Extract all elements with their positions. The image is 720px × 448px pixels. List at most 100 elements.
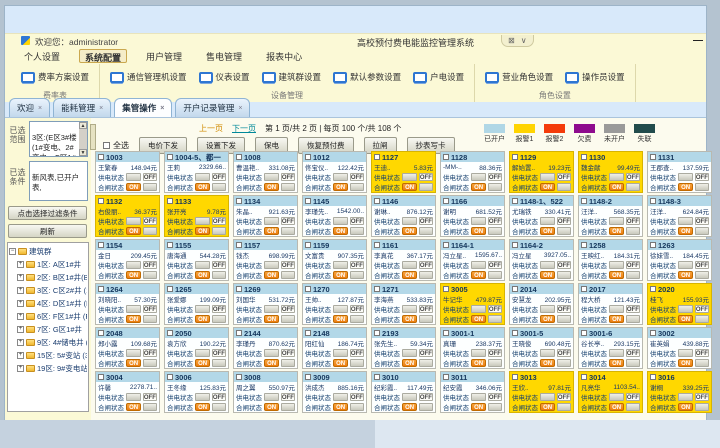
close-icon[interactable]: × — [238, 104, 243, 112]
card-checkbox[interactable] — [236, 242, 242, 248]
ribbon-button[interactable]: 默认参数设置 — [333, 71, 401, 83]
expand-expander-icon[interactable]: + — [17, 287, 24, 294]
select-all-checkbox[interactable] — [103, 142, 110, 149]
meter-card[interactable]: 3001-5 王晓俊 690.48元 供电状态 OFF 合闸状态 ON — [509, 327, 574, 369]
supply-on-slot[interactable] — [471, 173, 486, 181]
card-checkbox[interactable] — [305, 242, 311, 248]
meter-card[interactable]: 1161 李真花 367.17元 供电状态 OFF 合闸状态 ON — [371, 239, 436, 281]
close-on-badge[interactable]: ON — [126, 315, 141, 323]
supply-on-slot[interactable] — [540, 305, 555, 313]
meter-card[interactable]: 1258 王映红.. 184.31元 供电状态 OFF 合闸状态 ON — [578, 239, 643, 281]
card-checkbox[interactable] — [512, 374, 518, 380]
meter-card[interactable]: 1146 谢琳.. 876.12元 供电状态 OFF 合闸状态 ON — [371, 195, 436, 237]
supply-off-badge[interactable]: OFF — [625, 261, 640, 269]
close-off-slot[interactable] — [280, 227, 295, 235]
close-on-badge[interactable]: ON — [195, 403, 210, 411]
close-off-slot[interactable] — [211, 359, 226, 367]
supply-off-badge[interactable]: OFF — [142, 305, 157, 313]
supply-off-badge[interactable]: OFF — [694, 261, 709, 269]
supply-off-badge[interactable]: OFF — [694, 173, 709, 181]
supply-on-slot[interactable] — [540, 349, 555, 357]
supply-on-slot[interactable] — [609, 349, 624, 357]
close-off-slot[interactable] — [211, 271, 226, 279]
supply-on-slot[interactable] — [333, 305, 348, 313]
close-on-badge[interactable]: ON — [264, 271, 279, 279]
supply-on-slot[interactable] — [264, 349, 279, 357]
supply-on-slot[interactable] — [126, 261, 141, 269]
close-off-slot[interactable] — [694, 403, 709, 411]
tree-node[interactable]: +7区: G区1#井 — [9, 323, 87, 336]
close-on-badge[interactable]: ON — [264, 183, 279, 191]
supply-on-slot[interactable] — [126, 349, 141, 357]
meter-card[interactable]: 3002 崔英娟 439.88元 供电状态 OFF 合闸状态 ON — [647, 327, 712, 369]
expand-expander-icon[interactable]: + — [17, 261, 24, 268]
supply-on-slot[interactable] — [678, 349, 693, 357]
supply-off-badge[interactable]: OFF — [211, 261, 226, 269]
close-on-badge[interactable]: ON — [333, 183, 348, 191]
ribbon-button[interactable]: 营业角色设置 — [485, 71, 553, 83]
tree-node[interactable]: +15区: 5#变站 (3# — [9, 349, 87, 362]
tab[interactable]: 能耗管理 × — [53, 98, 112, 117]
close-on-badge[interactable]: ON — [471, 359, 486, 367]
supply-off-badge[interactable]: OFF — [142, 217, 157, 225]
ribbon-button[interactable]: 操作员设置 — [565, 71, 625, 83]
supply-on-slot[interactable] — [402, 393, 417, 401]
close-off-slot[interactable] — [556, 403, 571, 411]
close-off-slot[interactable] — [694, 227, 709, 235]
close-on-badge[interactable]: ON — [678, 183, 693, 191]
meter-card[interactable]: 3004 许馨 2278.71.. 供电状态 OFF 合闸状态 ON — [95, 371, 160, 413]
close-off-slot[interactable] — [487, 227, 502, 235]
toolbar-button[interactable]: 拉闸 — [363, 137, 397, 154]
meter-card[interactable]: 1269 刘国华 531.72元 供电状态 OFF 合闸状态 ON — [233, 283, 298, 325]
close-on-badge[interactable]: ON — [678, 271, 693, 279]
supply-off-badge[interactable]: OFF — [487, 261, 502, 269]
ribbon-button[interactable]: 户电设置 — [413, 71, 464, 83]
meter-card[interactable]: 1127 王迪.. 5.83元 供电状态 OFF 合闸状态 ON — [371, 151, 436, 193]
supply-on-slot[interactable] — [126, 217, 141, 225]
condition-box[interactable]: 新风表,已开户 表, — [29, 161, 88, 201]
supply-on-slot[interactable] — [264, 261, 279, 269]
card-checkbox[interactable] — [374, 286, 380, 292]
meter-card[interactable]: 2148 阳红仙 186.74元 供电状态 OFF 合闸状态 ON — [302, 327, 367, 369]
close-on-badge[interactable]: ON — [264, 227, 279, 235]
supply-on-slot[interactable] — [195, 261, 210, 269]
close-off-slot[interactable] — [349, 359, 364, 367]
close-off-slot[interactable] — [280, 271, 295, 279]
close-on-badge[interactable]: ON — [609, 359, 624, 367]
tree-root[interactable]: − 建筑群 — [9, 245, 87, 258]
card-checkbox[interactable] — [98, 330, 104, 336]
close-on-badge[interactable]: ON — [264, 315, 279, 323]
ribbon-toggle-icon[interactable]: ⊠ — [508, 35, 515, 45]
close-on-badge[interactable]: ON — [402, 227, 417, 235]
supply-on-slot[interactable] — [333, 217, 348, 225]
supply-on-slot[interactable] — [471, 217, 486, 225]
expand-expander-icon[interactable]: + — [17, 326, 24, 333]
supply-on-slot[interactable] — [402, 305, 417, 313]
tree-node[interactable]: +9区: 4#储电井 (4 — [9, 336, 87, 349]
close-off-slot[interactable] — [418, 359, 433, 367]
supply-on-slot[interactable] — [678, 173, 693, 181]
supply-off-badge[interactable]: OFF — [211, 305, 226, 313]
supply-on-slot[interactable] — [471, 349, 486, 357]
supply-off-badge[interactable]: OFF — [280, 393, 295, 401]
meter-card[interactable]: 3014 凡亮华 1103.54.. 供电状态 OFF 合闸状态 ON — [578, 371, 643, 413]
meter-card[interactable]: 3001-1 真珊 238.37元 供电状态 OFF 合闸状态 ON — [440, 327, 505, 369]
card-checkbox[interactable] — [305, 154, 311, 160]
meter-card[interactable]: 1148-3 汪洋.. 624.84元 供电状态 OFF 合闸状态 ON — [647, 195, 712, 237]
meter-card[interactable]: 1164-1 冯立星.. 1595.67.. 供电状态 OFF 合闸状态 ON — [440, 239, 505, 281]
close-on-badge[interactable]: ON — [678, 315, 693, 323]
meter-card[interactable]: 1145 李瑾先.. 1542.00.. 供电状态 OFF 合闸状态 ON — [302, 195, 367, 237]
close-on-badge[interactable]: ON — [402, 315, 417, 323]
close-on-badge[interactable]: ON — [264, 359, 279, 367]
meter-card[interactable]: 1004-5、都一 王莉 2329.66.. 供电状态 OFF 合闸状态 ON — [164, 151, 229, 193]
tree-node[interactable]: +2区: B区1#井(B区 — [9, 271, 87, 284]
card-checkbox[interactable] — [236, 374, 242, 380]
ribbon-collapse-icon[interactable]: ∨ — [520, 35, 527, 45]
meter-card[interactable]: 1012 佟宝仪.. 122.42元 供电状态 OFF 合闸状态 ON — [302, 151, 367, 193]
scroll-up-icon[interactable]: ▲ — [79, 122, 87, 129]
meter-card[interactable]: 1265 张爱娜 199.09元 供电状态 OFF 合闸状态 ON — [164, 283, 229, 325]
supply-off-badge[interactable]: OFF — [694, 217, 709, 225]
supply-off-badge[interactable]: OFF — [625, 217, 640, 225]
close-off-slot[interactable] — [556, 183, 571, 191]
close-off-slot[interactable] — [142, 315, 157, 323]
